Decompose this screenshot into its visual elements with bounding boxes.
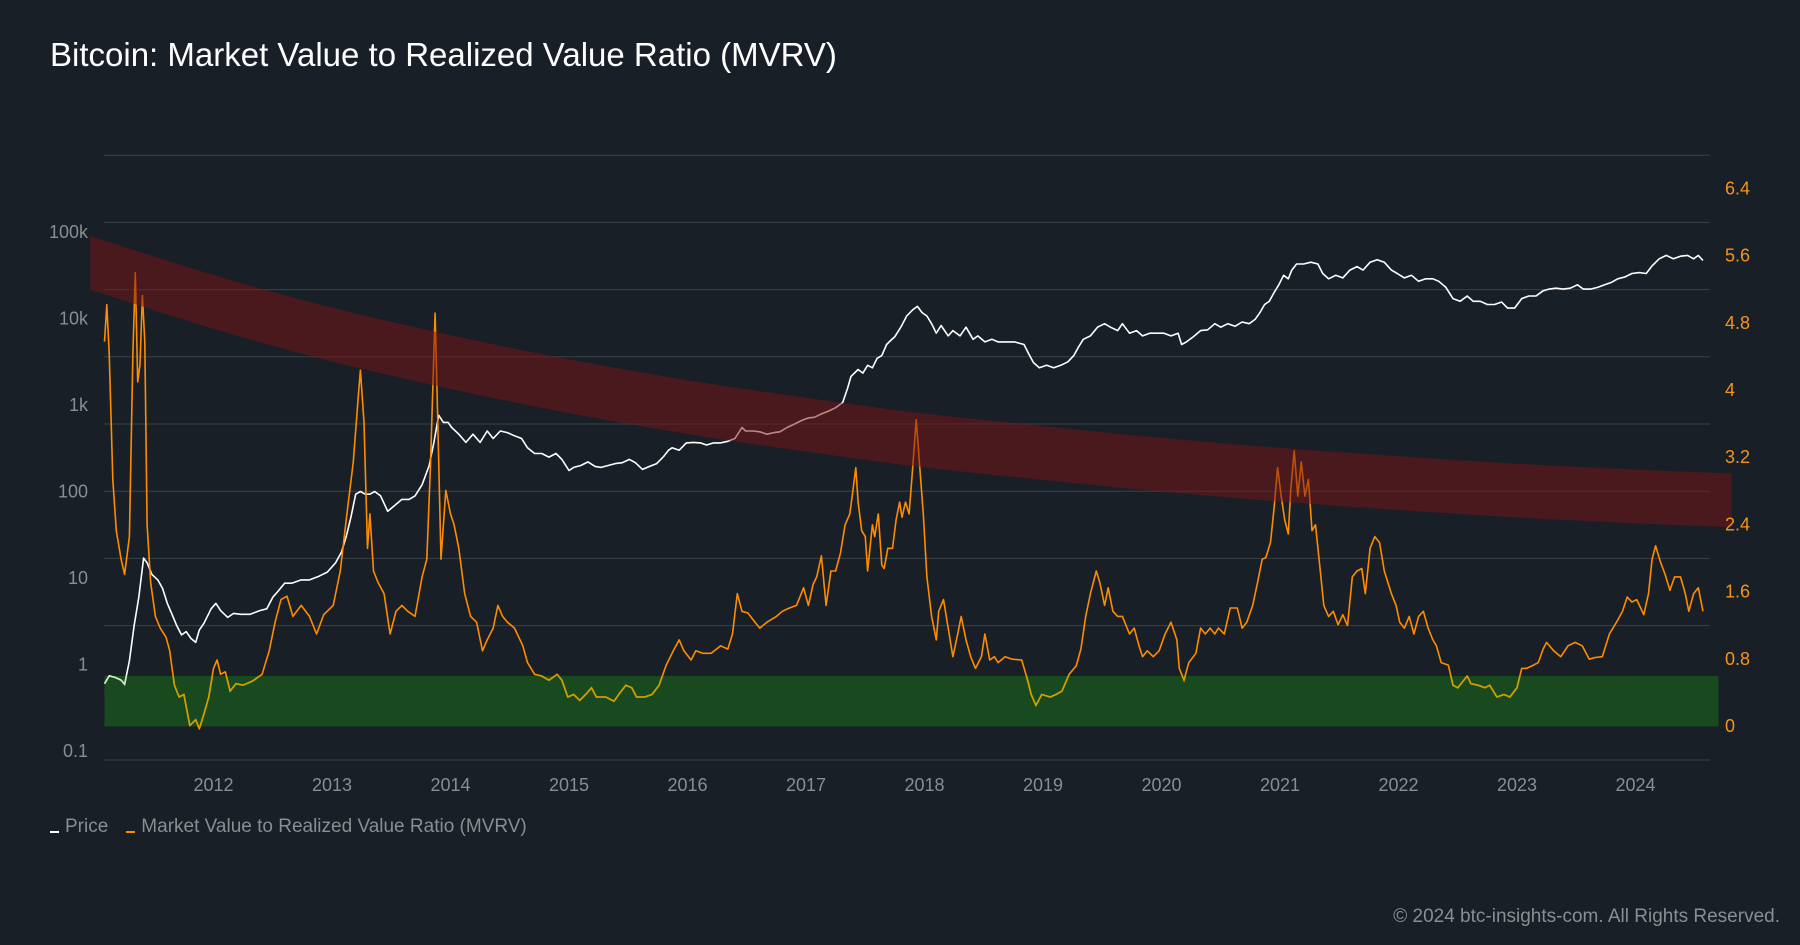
left-axis-tick-label: 0.1 (63, 741, 88, 761)
left-axis-tick-label: 10 (68, 568, 88, 588)
chart-title: Bitcoin: Market Value to Realized Value … (50, 36, 837, 73)
x-axis-tick-label: 2019 (1023, 775, 1063, 795)
right-axis-tick-label: 6.4 (1725, 178, 1750, 198)
green-zone-band (104, 676, 1719, 727)
right-axis-tick-label: 4 (1725, 380, 1735, 400)
right-axis-tick-label: 0.8 (1725, 649, 1750, 669)
legend-label-mvrv: Market Value to Realized Value Ratio (MV… (141, 816, 527, 837)
x-axis-tick-label: 2020 (1141, 775, 1181, 795)
x-axis: 2012 2013 2014 2015 2016 2017 2018 2019 2020 2021… (193, 775, 1655, 795)
right-axis-tick-label: 4.8 (1725, 313, 1750, 333)
left-axis-tick-label: 1 (78, 655, 88, 675)
right-axis-tick-label: 0 (1725, 716, 1735, 736)
x-axis-tick-label: 2016 (667, 775, 707, 795)
copyright-notice: © 2024 btc-insights-com. All Rights Rese… (1393, 906, 1780, 927)
red-zone-band (90, 235, 1732, 528)
legend-label-price: Price (65, 816, 109, 837)
left-axis-tick-label: 10k (59, 309, 89, 329)
price-line (103, 254, 1704, 686)
x-axis-tick-label: 2012 (193, 775, 233, 795)
x-axis-tick-label: 2022 (1378, 775, 1418, 795)
right-axis-tick-label: 1.6 (1725, 582, 1750, 602)
left-axis-tick-label: 1k (69, 395, 89, 415)
x-axis-tick-label: 2015 (549, 775, 589, 795)
right-axis-tick-label: 2.4 (1725, 514, 1750, 534)
left-axis-tick-label: 100 (58, 482, 88, 502)
price-legend-marker-icon (50, 831, 59, 833)
x-axis-tick-label: 2017 (786, 775, 826, 795)
x-axis-tick-label: 2018 (904, 775, 944, 795)
x-axis-tick-label: 2014 (430, 775, 470, 795)
right-axis-tick-label: 3.2 (1725, 447, 1750, 467)
x-axis-tick-label: 2023 (1497, 775, 1537, 795)
right-axis-tick-label: 5.6 (1725, 246, 1750, 266)
legend-item-price[interactable]: Price (50, 816, 108, 838)
legend-item-mvrv[interactable]: Market Value to Realized Value Ratio (MV… (126, 816, 527, 838)
right-axis: 0 0.8 1.6 2.4 3.2 4 4.8 5.6 6.4 (1725, 178, 1750, 736)
x-axis-tick-label: 2013 (312, 775, 352, 795)
x-axis-tick-label: 2024 (1615, 775, 1655, 795)
left-axis: 0.1 1 10 100 1k 10k 100k (49, 222, 89, 761)
x-axis-tick-label: 2021 (1260, 775, 1300, 795)
mvrv-legend-marker-icon (126, 831, 136, 833)
left-axis-tick-label: 100k (49, 222, 89, 242)
legend: Price Market Value to Realized Value Rat… (50, 816, 527, 838)
